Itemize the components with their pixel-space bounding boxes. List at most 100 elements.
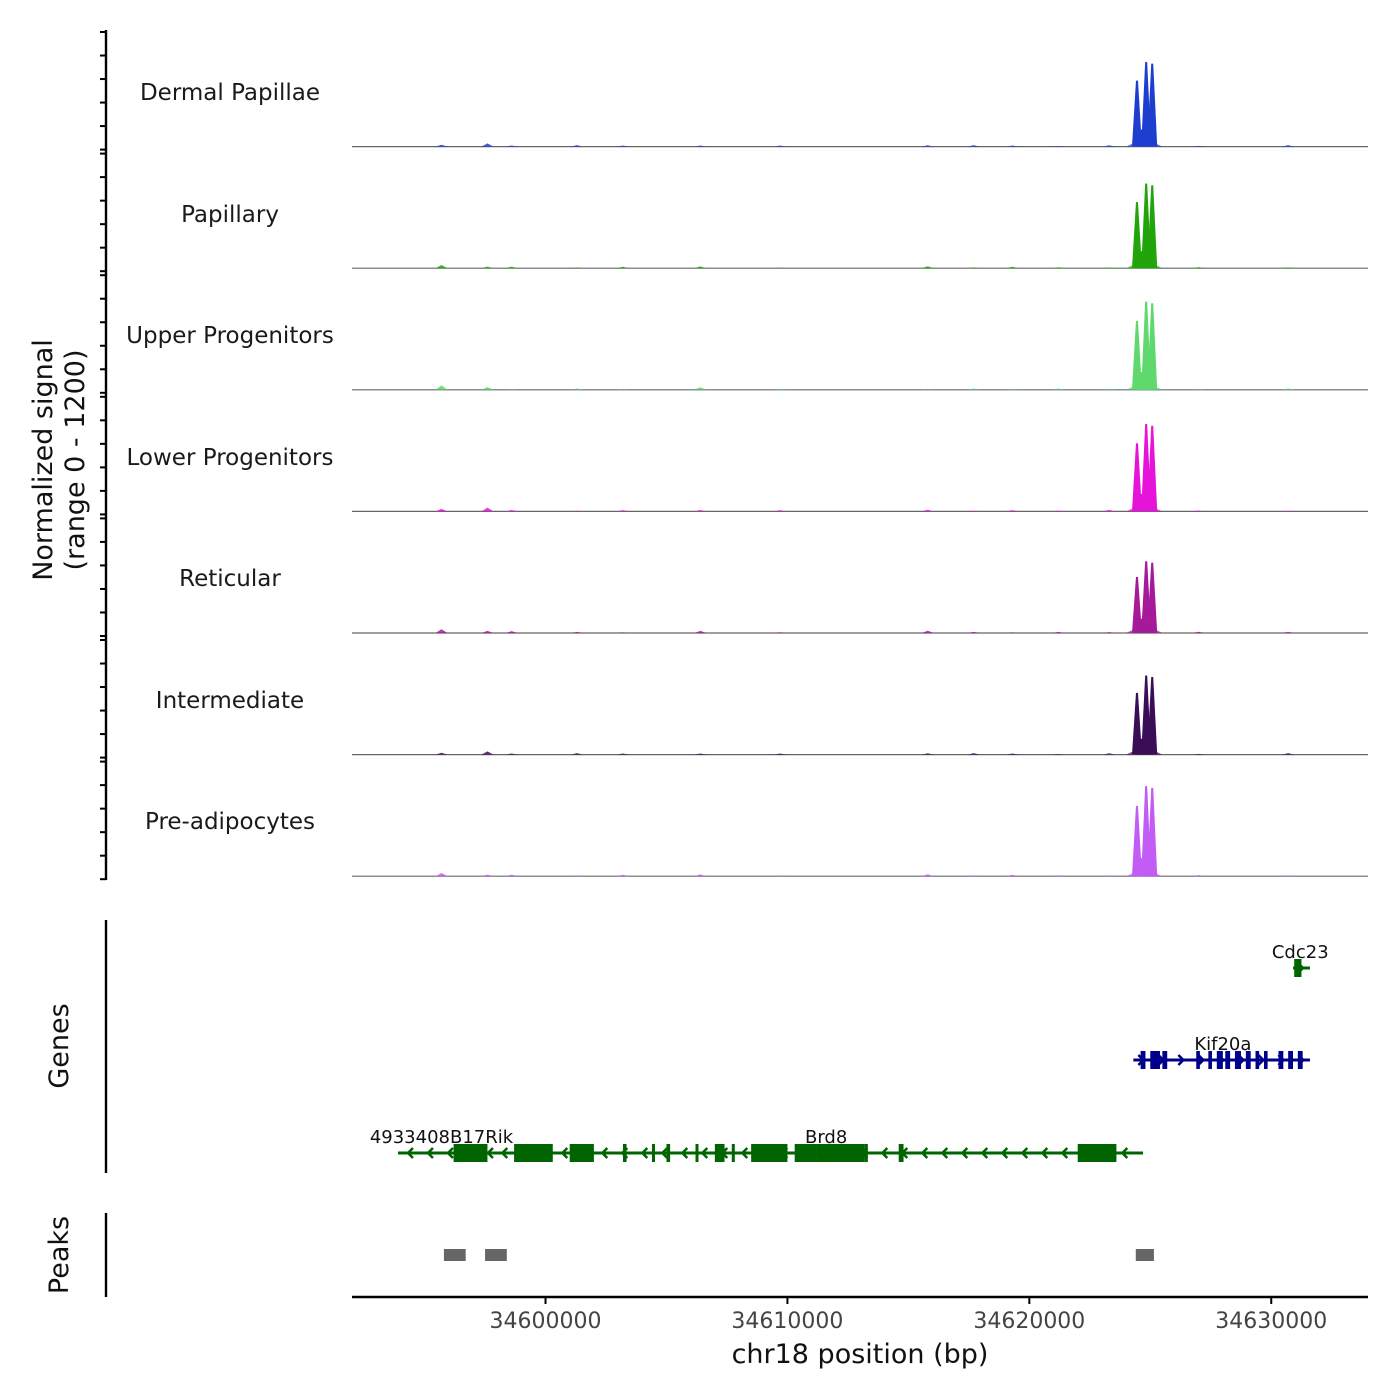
coverage-track-group: Dermal Papillae Papillary Upper Progenit…	[126, 80, 334, 835]
signal-peak	[1136, 129, 1147, 147]
gene-exon	[1208, 1051, 1212, 1069]
signal-peak	[1136, 858, 1147, 877]
x-tick-label: 34610000	[731, 1309, 843, 1334]
signal-bump	[616, 145, 629, 147]
genes-axis-title: Genes	[44, 1003, 75, 1088]
strand-arrow	[880, 1147, 889, 1159]
signal-bump	[694, 387, 707, 390]
signal-bump	[505, 145, 518, 147]
peak-layer	[443, 1249, 1154, 1261]
signal-bump	[921, 388, 934, 390]
signal-peak	[1131, 443, 1142, 512]
signal-bump	[616, 753, 629, 755]
signal-bump	[694, 145, 707, 147]
coverage-track: Pre-adipocytes	[145, 809, 315, 835]
signal-bump	[570, 875, 583, 877]
gene-exon	[1077, 1144, 1117, 1162]
coverage-series	[352, 561, 1368, 634]
signal-bump	[774, 145, 787, 147]
signal-peak	[1131, 577, 1142, 633]
strand-arrow	[700, 1147, 709, 1159]
signal-bump	[1192, 510, 1205, 512]
signal-bump	[435, 385, 448, 390]
signal-bump	[1282, 631, 1295, 633]
peak-region	[485, 1249, 507, 1261]
signal-bump	[967, 875, 980, 877]
gene-exon	[1234, 1051, 1241, 1069]
coverage-track: Papillary	[181, 202, 279, 228]
signal-bump	[967, 145, 980, 147]
signal-peak	[1136, 493, 1147, 512]
signal-peak	[1147, 303, 1158, 390]
signal-bump	[694, 753, 707, 755]
track-label: Pre-adipocytes	[145, 809, 315, 835]
signal-peak	[1147, 63, 1158, 147]
signal-peak	[1131, 692, 1142, 755]
signal-bump	[967, 510, 980, 512]
track-label: Lower Progenitors	[127, 445, 334, 471]
gene-exon	[1245, 1051, 1251, 1069]
signal-bump	[616, 510, 629, 512]
signal-bump	[921, 874, 934, 877]
coverage-series	[352, 61, 1368, 148]
strand-arrow	[1257, 1054, 1266, 1066]
x-tick-label: 34620000	[973, 1309, 1085, 1334]
signal-bump	[616, 388, 629, 390]
gene-exon	[1263, 1051, 1268, 1069]
signal-bump	[1192, 875, 1205, 877]
x-axis-title: chr18 position (bp)	[732, 1339, 989, 1370]
signal-bump	[1282, 145, 1295, 147]
peak-region	[443, 1249, 466, 1261]
gene-exon	[1225, 1051, 1231, 1069]
signal-bump	[481, 507, 494, 512]
signal-bump	[967, 753, 980, 755]
signal-bump	[774, 753, 787, 755]
strand-arrow	[680, 1147, 689, 1159]
signal-peak	[1147, 787, 1158, 877]
signal-bump	[1006, 753, 1019, 755]
signal-bump	[435, 752, 448, 755]
signal-bump	[616, 632, 629, 633]
gene-exon	[751, 1144, 788, 1162]
strand-arrow	[740, 1147, 749, 1159]
signal-bump	[1282, 388, 1295, 390]
gene-exon	[569, 1144, 594, 1162]
y-axis-title-line1: Normalized signal	[28, 339, 59, 581]
gene-exon	[1255, 1051, 1260, 1069]
signal-bump	[481, 266, 494, 269]
signal-bump	[481, 630, 494, 633]
strand-arrow	[940, 1147, 949, 1159]
signal-bump	[1103, 145, 1116, 147]
gene-model: Brd8	[492, 1127, 1144, 1162]
signal-bump	[1006, 266, 1019, 269]
signal-bump	[774, 632, 787, 633]
signal-bump	[505, 510, 518, 512]
signal-bump	[1103, 509, 1116, 512]
signal-bump	[921, 630, 934, 633]
strand-arrow	[500, 1147, 509, 1159]
gene-label: 4933408B17Rik	[370, 1127, 514, 1148]
signal-bump	[570, 631, 583, 633]
gene-exon	[864, 1144, 868, 1162]
coverage-track: Intermediate	[156, 688, 304, 714]
signal-peak	[1147, 562, 1158, 633]
signal-bump	[505, 388, 518, 390]
signal-bump	[1052, 754, 1065, 755]
signal-bump	[1006, 874, 1019, 877]
signal-peak	[1131, 80, 1142, 147]
signal-peak	[1136, 738, 1147, 755]
gene-exon	[1278, 1051, 1284, 1069]
signal-bump	[1103, 267, 1116, 269]
signal-bump	[694, 266, 707, 269]
coverage-series	[352, 183, 1368, 269]
signal-bump	[435, 265, 448, 269]
signal-bump	[1052, 388, 1065, 390]
signal-bump	[1192, 267, 1205, 269]
strand-arrow	[1197, 1054, 1206, 1066]
gene-exon	[1297, 1051, 1303, 1069]
gene-exon	[1150, 1051, 1160, 1069]
signal-bump	[774, 875, 787, 877]
signal-bump	[1052, 267, 1065, 269]
gene-exon	[794, 1144, 817, 1162]
